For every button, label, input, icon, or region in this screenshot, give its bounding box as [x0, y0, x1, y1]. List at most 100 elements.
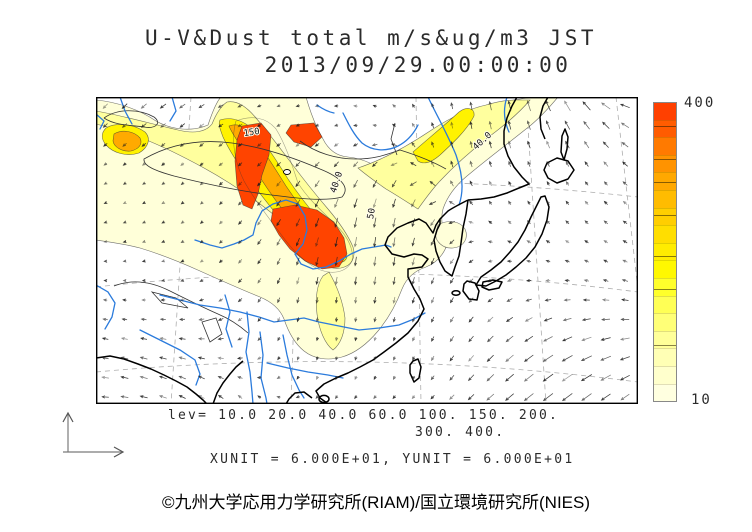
colorbar-segment [654, 330, 676, 349]
wind-arrow [178, 337, 186, 341]
wind-arrow [354, 317, 358, 323]
wind-arrow [487, 279, 493, 283]
colorbar-segment [654, 260, 676, 278]
wind-arrow [257, 258, 262, 265]
wind-arrow [622, 259, 628, 263]
wind-arrow [600, 337, 611, 341]
wind-arrow [600, 393, 611, 401]
wind-arrow [468, 355, 474, 362]
wind-arrow [256, 376, 262, 380]
wind-arrow [583, 120, 590, 130]
wind-arrow [524, 335, 534, 342]
wind-arrow [199, 239, 204, 244]
wind-arrow [237, 104, 243, 108]
wind-arrow [488, 100, 492, 111]
wind-arrow [488, 160, 492, 168]
wind-arrow [276, 104, 281, 108]
wind-arrow [373, 296, 377, 304]
wind-arrow [180, 162, 185, 166]
wind-arrow [619, 103, 630, 109]
wind-arrow [315, 237, 319, 248]
wind-arrow [276, 395, 281, 399]
unit-vector-axes [62, 411, 125, 458]
wind-arrow [122, 240, 127, 243]
wind-arrow [333, 104, 339, 108]
wind-arrow [561, 393, 573, 402]
wind-arrow [315, 356, 319, 361]
wind-arrow [582, 298, 590, 302]
river-lines [96, 97, 510, 404]
wind-arrow [178, 375, 186, 380]
wind-arrow [276, 375, 281, 380]
wind-arrow [256, 162, 262, 167]
wind-arrow [141, 143, 147, 147]
wind-arrow [160, 123, 166, 128]
wind-arrow [524, 317, 533, 322]
wind-arrow [545, 259, 551, 263]
wind-arrow [257, 239, 262, 246]
wind-arrow [276, 180, 281, 187]
wind-arrow [488, 140, 492, 149]
wind-arrow [296, 297, 300, 304]
wind-arrow [373, 317, 377, 323]
wind-arrow [450, 102, 454, 110]
wind-arrow [392, 104, 396, 108]
wind-arrow [449, 277, 454, 284]
wind-arrow [584, 181, 589, 186]
colorbar-segment [654, 189, 676, 208]
wind-arrow [620, 317, 630, 321]
wind-arrow [546, 180, 550, 186]
wind-arrow [527, 140, 531, 149]
wind-arrow [237, 317, 243, 322]
wind-arrow [619, 374, 630, 381]
wind-arrow [103, 220, 108, 224]
wind-arrow [603, 181, 608, 186]
wind-arrow [392, 296, 396, 304]
wind-arrow [505, 393, 514, 401]
wind-arrow [508, 160, 512, 167]
wind-arrow [120, 337, 128, 341]
wind-arrow [257, 395, 262, 399]
wind-arrow [333, 143, 339, 147]
colorbar-tick [654, 256, 676, 258]
wind-arrow [507, 220, 512, 225]
wind-arrow [526, 220, 531, 225]
wind-arrow [276, 257, 281, 266]
wind-arrow [430, 160, 435, 168]
wind-arrow [431, 355, 435, 362]
wind-arrow [295, 104, 300, 108]
wind-arrow [467, 374, 475, 382]
wind-arrow [600, 355, 612, 361]
wind-arrow [122, 143, 127, 147]
wind-arrow [296, 237, 300, 247]
wind-arrow [563, 298, 571, 302]
wind-arrow [237, 123, 243, 128]
wind-arrow [431, 141, 435, 148]
wind-arrow [545, 240, 551, 244]
wind-arrow [564, 259, 570, 263]
wind-arrow [141, 123, 147, 128]
wind-arrow [622, 161, 628, 167]
wind-arrow [411, 395, 416, 400]
wind-arrow [101, 337, 109, 341]
wind-arrow [354, 375, 358, 381]
wind-arrow [276, 199, 282, 207]
wind-arrow [622, 240, 628, 244]
wind-arrow [411, 237, 415, 247]
wind-arrow [468, 316, 474, 323]
wind-arrow [296, 337, 300, 342]
wind-arrow [450, 121, 454, 129]
wind-arrow [218, 181, 223, 186]
wind-arrow [101, 356, 109, 360]
colorbar-segment [654, 154, 676, 173]
wind-arrow [392, 237, 396, 248]
wind-arrow [180, 181, 185, 186]
wind-arrow [103, 181, 108, 185]
wind-arrow [487, 297, 494, 303]
wind-arrow [179, 143, 185, 147]
wind-arrow [601, 317, 611, 322]
colorbar-tick [654, 182, 676, 184]
wind-arrow [411, 141, 416, 148]
wind-arrow [334, 276, 338, 286]
